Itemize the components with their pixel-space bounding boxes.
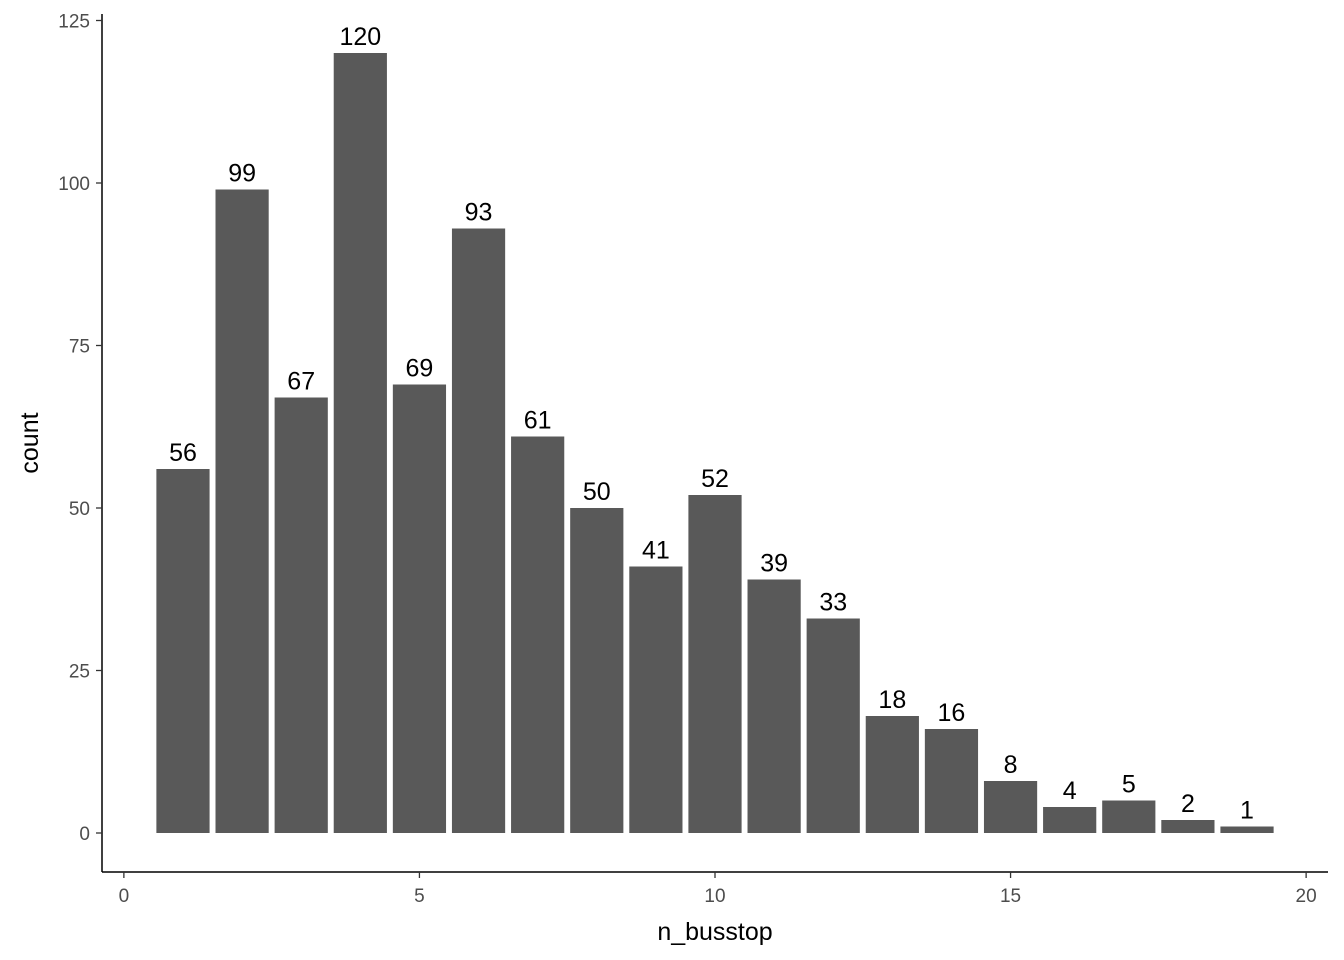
x-axis-title: n_busstop xyxy=(657,918,772,946)
bar xyxy=(1102,800,1156,833)
bar-value-label: 8 xyxy=(1004,751,1018,779)
bar xyxy=(865,716,919,833)
bar xyxy=(451,228,506,833)
bar xyxy=(629,566,683,833)
bar-value-label: 5 xyxy=(1122,771,1136,799)
bar-value-label: 93 xyxy=(465,199,493,227)
bar xyxy=(1220,826,1274,833)
bar-value-label: 2 xyxy=(1181,790,1195,818)
y-tick-label: 125 xyxy=(58,12,90,33)
bar-value-label: 41 xyxy=(642,537,670,565)
bar xyxy=(688,495,742,833)
x-tick-label: 20 xyxy=(1296,886,1317,907)
bar xyxy=(983,781,1038,833)
bar-value-label: 52 xyxy=(701,465,729,493)
bar-value-label: 69 xyxy=(406,355,434,383)
bar xyxy=(806,618,860,833)
bar xyxy=(215,189,269,833)
x-tick-label: 0 xyxy=(119,886,130,907)
bar-value-label: 16 xyxy=(938,699,966,727)
x-tick-label: 15 xyxy=(1000,886,1021,907)
x-axis-ticks: 0 5 10 15 20 xyxy=(119,872,1317,907)
bar xyxy=(924,729,979,833)
bar xyxy=(333,53,387,833)
y-tick-label: 0 xyxy=(79,824,90,845)
bar xyxy=(747,579,801,833)
y-tick-label: 50 xyxy=(69,499,90,520)
bar xyxy=(570,508,624,833)
bar-value-label: 99 xyxy=(228,160,256,188)
bar-value-label: 67 xyxy=(287,368,315,396)
y-axis-title: count xyxy=(16,412,44,473)
bar-value-label: 1 xyxy=(1240,797,1254,825)
bar-value-label: 50 xyxy=(583,478,611,506)
bar-value-label: 61 xyxy=(524,407,552,435)
bar-value-label: 39 xyxy=(760,550,788,578)
y-tick-label: 100 xyxy=(58,174,90,195)
bar xyxy=(511,436,565,833)
x-tick-label: 10 xyxy=(704,886,725,907)
bar xyxy=(392,384,447,833)
bar xyxy=(156,469,210,833)
bar xyxy=(274,397,328,833)
y-tick-label: 25 xyxy=(69,662,90,683)
bar-value-label: 18 xyxy=(878,686,906,714)
bar xyxy=(1043,807,1097,833)
bars-group xyxy=(156,53,1274,833)
bar-value-label: 120 xyxy=(339,23,381,51)
y-axis-ticks: 0 25 50 75 100 125 xyxy=(58,12,102,845)
bar-value-label: 4 xyxy=(1063,777,1077,805)
y-tick-label: 75 xyxy=(69,337,90,358)
bar xyxy=(1161,820,1215,833)
x-tick-label: 5 xyxy=(414,886,425,907)
bar-value-label: 56 xyxy=(169,439,197,467)
bar-value-label: 33 xyxy=(819,589,847,617)
